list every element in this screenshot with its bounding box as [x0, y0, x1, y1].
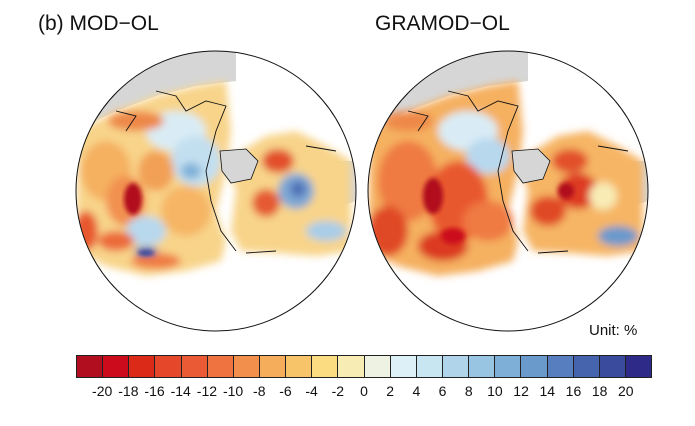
colorbar-tick-label: -16 — [144, 383, 165, 399]
colorbar-tick-label: -18 — [118, 383, 139, 399]
polar-maps — [75, 50, 649, 332]
panel-label: (b) — [38, 12, 64, 35]
map-mod-ol — [75, 50, 357, 332]
colorbar-tick-label: 16 — [565, 383, 582, 399]
colorbar-tick-label: -12 — [196, 383, 218, 399]
colorbar-tick-label: 6 — [438, 383, 447, 399]
colorbar-swatch — [469, 356, 496, 377]
colorbar-tick-label: 20 — [618, 383, 634, 399]
colorbar-tick-label: 18 — [591, 383, 608, 399]
colorbar-tick-label: -14 — [170, 383, 191, 399]
colorbar-swatch — [233, 356, 260, 377]
colorbar-swatch — [442, 356, 470, 377]
colorbar — [76, 355, 652, 378]
colorbar-tick-label: 10 — [487, 383, 503, 399]
colorbar-swatch — [599, 356, 626, 377]
colorbar-tick-label: -4 — [305, 383, 318, 399]
colorbar-swatch — [103, 356, 130, 377]
colorbar-tick-label: 4 — [412, 383, 421, 399]
colorbar-swatch — [625, 356, 652, 377]
colorbar-swatch — [207, 356, 234, 377]
colorbar-swatch — [259, 356, 287, 377]
colorbar-tick-label: -10 — [222, 383, 244, 399]
colorbar-ticks: -20 -18 -16 -14 -12 -10 -8 -6 -4 -2 0 2 4 6 8 10 12 14 16 1… — [76, 383, 652, 403]
colorbar-tick-label: 12 — [513, 383, 529, 399]
colorbar-swatch — [181, 356, 208, 377]
colorbar-tick-label: -8 — [253, 383, 266, 399]
colorbar-swatch — [573, 356, 600, 377]
colorbar-swatch — [364, 356, 391, 377]
unit-label: Unit: % — [589, 322, 638, 339]
colorbar-tick-label: 2 — [386, 383, 395, 399]
colorbar-swatch — [312, 356, 339, 377]
colorbar-swatch — [390, 356, 417, 377]
colorbar-swatch — [547, 356, 574, 377]
colorbar-swatch — [155, 356, 182, 377]
map-title-gramod-ol: GRAMOD−OL — [375, 12, 510, 35]
map-title-text: MOD−OL — [69, 12, 159, 35]
colorbar-tick-label: -20 — [92, 383, 113, 399]
colorbar-swatch — [495, 356, 522, 377]
colorbar-tick-label: -2 — [331, 383, 345, 399]
map-gramod-ol — [367, 50, 649, 332]
colorbar-tick-label: 0 — [360, 383, 368, 399]
colorbar-tick-label: 8 — [464, 383, 473, 399]
colorbar-tick-label: 14 — [539, 383, 556, 399]
map-title-mod-ol: (b) MOD−OL — [38, 12, 159, 36]
colorbar-swatch — [129, 356, 156, 377]
colorbar-swatch — [338, 356, 365, 377]
colorbar-swatch — [77, 356, 104, 377]
colorbar-swatch — [521, 356, 548, 377]
colorbar-tick-label: -6 — [279, 383, 292, 399]
colorbar-swatch — [286, 356, 313, 377]
colorbar-swatch — [416, 356, 443, 377]
